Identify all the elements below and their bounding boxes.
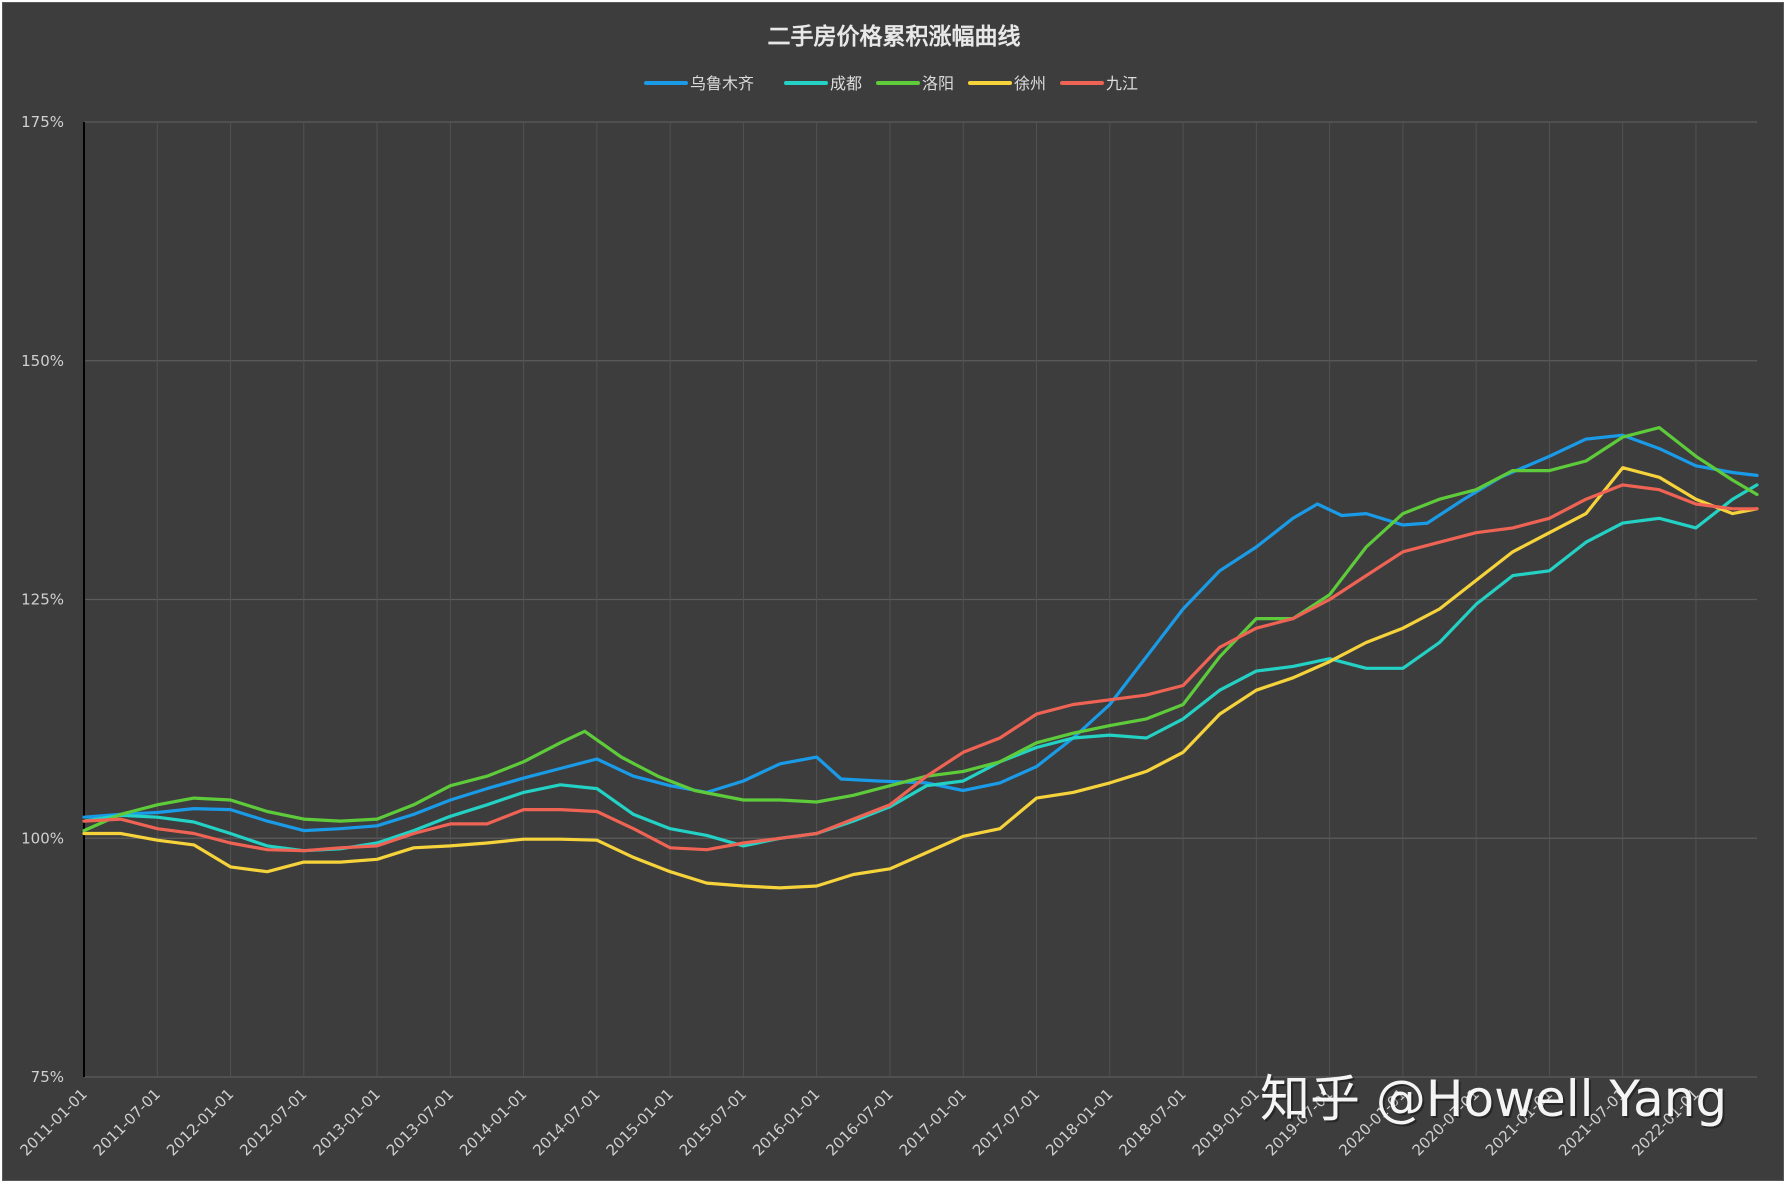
legend-label: 洛阳 [922, 74, 954, 93]
x-tick-label: 2013-07-01 [383, 1085, 457, 1159]
x-tick-label: 2017-07-01 [969, 1085, 1043, 1159]
x-tick-label: 2011-07-01 [90, 1085, 164, 1159]
x-tick-label: 2013-01-01 [310, 1085, 384, 1159]
watermark: 知乎 @Howell Yang [1260, 1070, 1727, 1128]
x-tick-label: 2018-07-01 [1116, 1085, 1190, 1159]
x-tick-label: 2011-01-01 [16, 1085, 90, 1159]
x-tick-label: 2019-01-01 [1189, 1085, 1263, 1159]
x-tick-label: 2014-01-01 [456, 1085, 530, 1159]
y-tick-label: 150% [21, 352, 64, 370]
series-line-洛阳 [82, 426, 1759, 833]
y-axis-tick-labels: 75% 100% 125% 150% 175% [21, 113, 64, 1086]
x-tick-label: 2016-01-01 [749, 1085, 823, 1159]
y-tick-label: 75% [31, 1068, 64, 1086]
x-tick-label: 2014-07-01 [529, 1085, 603, 1159]
y-tick-label: 125% [21, 591, 64, 609]
legend-label: 成都 [830, 74, 862, 93]
x-tick-label: 2017-01-01 [896, 1085, 970, 1159]
x-tick-label: 2016-07-01 [822, 1085, 896, 1159]
grid [83, 121, 1757, 1078]
x-tick-label: 2012-01-01 [163, 1085, 237, 1159]
legend: 乌鲁木齐 成都 洛阳 徐州 九江 [644, 74, 1138, 93]
series-line-九江 [82, 483, 1759, 853]
legend-label: 乌鲁木齐 [690, 74, 754, 93]
series-line-徐州 [82, 466, 1759, 890]
y-tick-label: 175% [21, 113, 64, 131]
series-lines [82, 426, 1759, 890]
x-tick-label: 2015-07-01 [676, 1085, 750, 1159]
x-tick-label: 2015-01-01 [603, 1085, 677, 1159]
legend-label: 九江 [1106, 74, 1138, 93]
legend-label: 徐州 [1014, 74, 1046, 93]
watermark-shadow: 知乎 @Howell Yang [1262, 1072, 1729, 1130]
x-tick-label: 2012-07-01 [236, 1085, 310, 1159]
y-tick-label: 100% [21, 829, 64, 847]
x-tick-label: 2018-01-01 [1042, 1085, 1116, 1159]
series-line-成都 [82, 483, 1759, 853]
series-line-乌鲁木齐 [82, 433, 1759, 833]
chart-title: 二手房价格累积涨幅曲线 [768, 23, 1021, 50]
